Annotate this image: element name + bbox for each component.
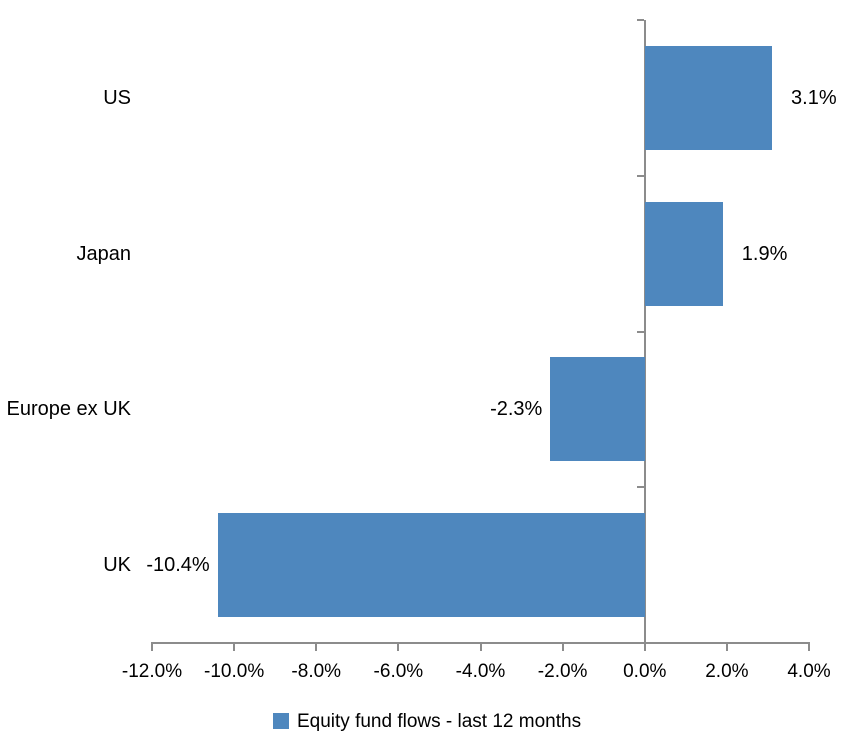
category-axis-tick <box>636 330 644 333</box>
value-axis-tick-label: -12.0% <box>121 661 183 682</box>
value-axis-tick-label: -2.0% <box>537 661 588 682</box>
data-label-uk: -10.4% <box>146 554 210 577</box>
value-axis-tick <box>315 643 318 651</box>
category-label-us: US <box>103 86 131 109</box>
value-axis-tick <box>643 643 646 651</box>
bar-japan <box>644 201 723 306</box>
value-axis-tick-label: -8.0% <box>291 661 342 682</box>
value-axis-tick <box>561 643 564 651</box>
legend: Equity fund flows - last 12 months <box>273 710 581 732</box>
category-axis-line <box>643 20 646 651</box>
value-axis-tick-label: 2.0% <box>705 661 749 682</box>
value-axis-tick <box>397 643 400 651</box>
value-axis-tick <box>479 643 482 651</box>
legend-label: Equity fund flows - last 12 months <box>297 710 582 732</box>
value-axis-tick-label: -6.0% <box>373 661 424 682</box>
category-label-europe-ex-uk: Europe ex UK <box>6 398 131 421</box>
value-axis-tick <box>725 643 728 651</box>
category-label-japan: Japan <box>76 242 132 265</box>
value-axis-tick-label: 0.0% <box>623 661 667 682</box>
category-label-uk: UK <box>103 554 131 577</box>
value-axis-tick-label: 4.0% <box>787 661 831 682</box>
data-label-us: 3.1% <box>791 86 837 109</box>
category-axis-tick <box>636 486 644 489</box>
bar-europe-ex-uk <box>550 357 645 462</box>
value-axis-tick <box>808 643 810 651</box>
data-label-japan: 1.9% <box>741 242 788 265</box>
value-axis-tick-label: -10.0% <box>204 661 265 682</box>
bar-us <box>644 45 773 150</box>
bar-uk <box>217 513 645 618</box>
value-axis-tick-label: -4.0% <box>455 661 506 682</box>
data-label-europe-ex-uk: -2.3% <box>490 398 543 421</box>
value-axis-tick <box>151 643 153 651</box>
category-axis-tick <box>636 174 644 177</box>
category-axis-tick <box>636 19 644 21</box>
legend-swatch-icon <box>273 713 289 729</box>
value-axis-tick <box>233 643 236 651</box>
